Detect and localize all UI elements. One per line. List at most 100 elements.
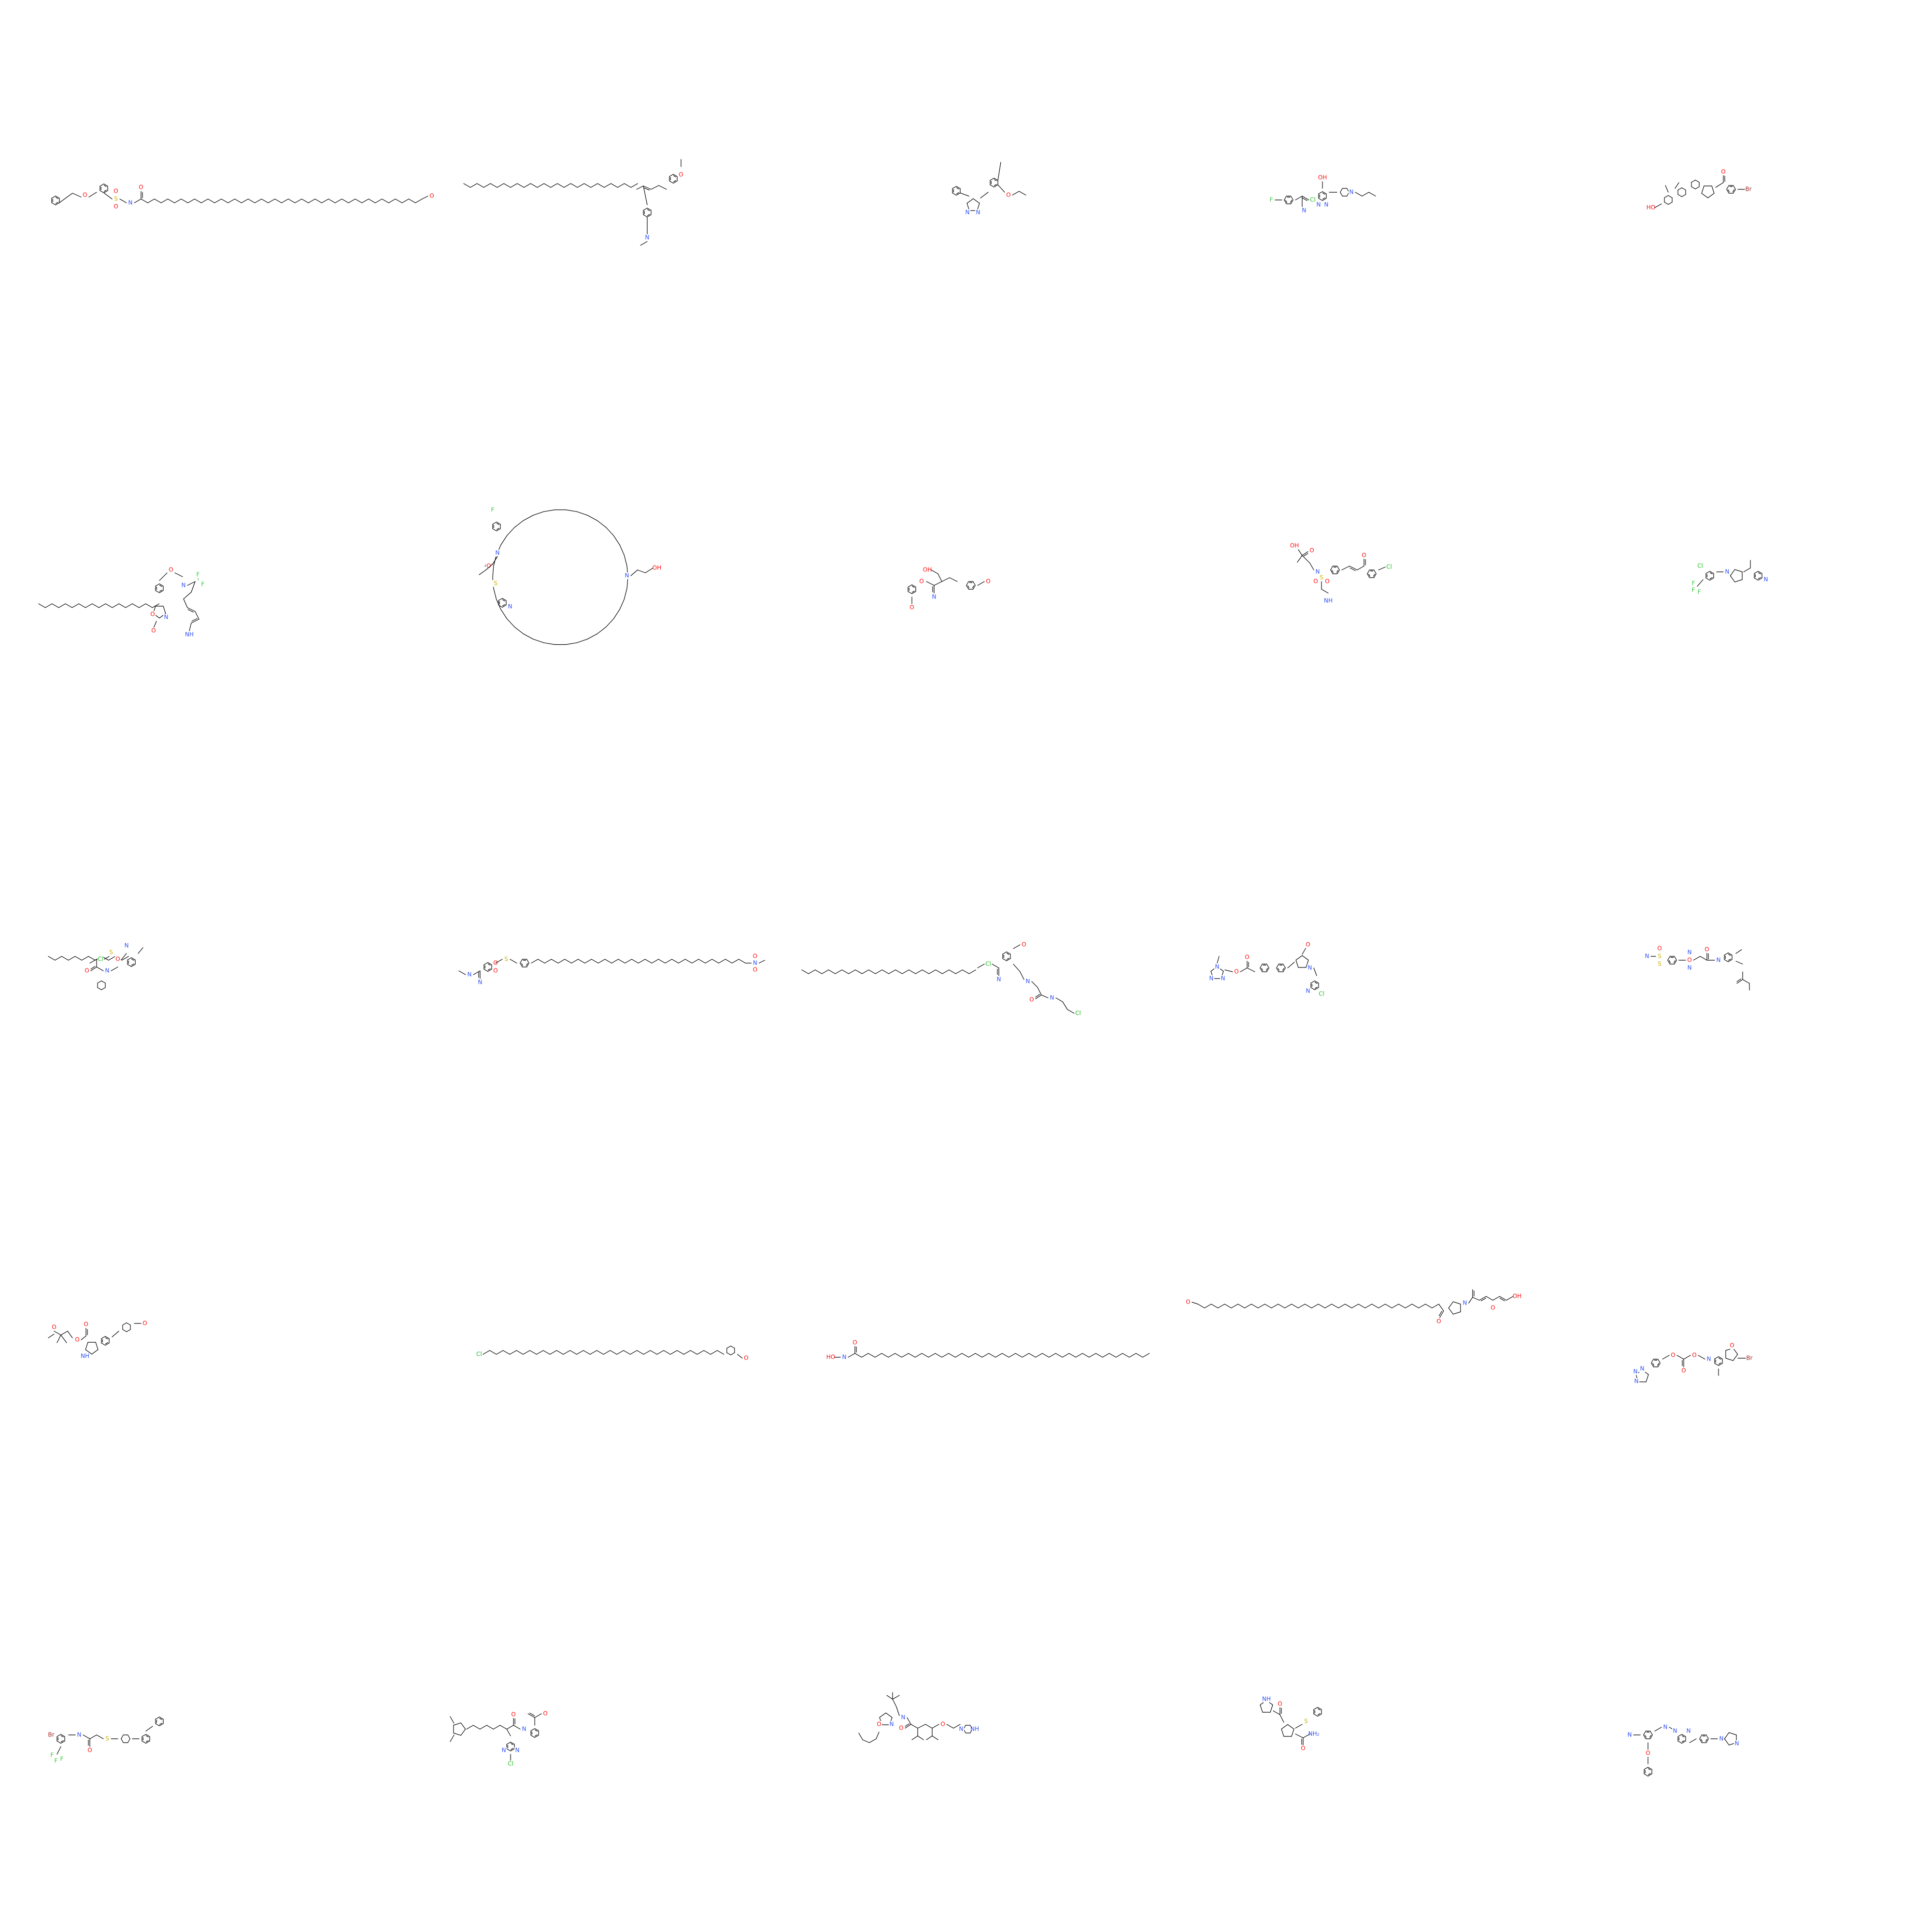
atom-label-bg — [490, 507, 496, 513]
bond — [1211, 1304, 1219, 1308]
bond — [1367, 569, 1370, 574]
bond — [1651, 1363, 1654, 1367]
bond — [624, 183, 631, 188]
molecule-cell: NH O S O NH₂ — [1159, 1546, 1546, 1932]
bond — [994, 185, 998, 187]
bond — [1677, 187, 1682, 190]
atom-label-bg — [644, 234, 650, 241]
bond — [470, 183, 478, 188]
bond — [1371, 1304, 1379, 1308]
atom-label-bg — [195, 571, 201, 578]
bond — [1728, 189, 1730, 192]
atom-label-bg — [1214, 964, 1220, 970]
bond — [1754, 578, 1759, 581]
bond — [647, 214, 650, 216]
bond — [81, 956, 89, 961]
bond — [1006, 952, 1011, 954]
atom-label-N: N — [77, 1732, 82, 1738]
atom-label-bg — [1634, 1378, 1639, 1385]
bond — [604, 959, 612, 964]
atom-label-Cl: Cl — [476, 1351, 482, 1358]
bond — [928, 1353, 936, 1358]
bond — [1677, 1741, 1682, 1744]
atom-label-O: O — [919, 578, 923, 585]
bond — [569, 1350, 577, 1355]
bond — [1314, 987, 1318, 989]
atom-label-bg — [1670, 1352, 1676, 1359]
atom-label-bg — [889, 1721, 895, 1728]
bond — [1282, 967, 1284, 971]
bond — [388, 199, 396, 203]
bond — [1303, 553, 1308, 556]
bond — [1448, 1301, 1454, 1308]
molecule-cell: F N O S N N OH — [386, 386, 773, 773]
bond — [1297, 555, 1303, 563]
molecule-cell: N N Cl O N O — [386, 1546, 773, 1932]
bond — [131, 964, 136, 967]
bond — [502, 1350, 511, 1355]
bond — [1355, 192, 1363, 197]
bond — [1664, 195, 1669, 198]
bond — [131, 957, 136, 960]
molecule-cell: Cl N O N O N Cl — [773, 773, 1159, 1159]
atom-label-bg — [51, 1324, 57, 1331]
bond — [1318, 198, 1323, 201]
atom-label-bg — [1514, 1293, 1520, 1300]
bond — [1266, 964, 1269, 968]
bond — [1695, 186, 1700, 189]
bond — [670, 1350, 678, 1355]
bond — [167, 199, 175, 203]
bond — [1095, 1353, 1103, 1358]
bond — [101, 1343, 106, 1346]
bond — [640, 241, 648, 246]
bond — [571, 959, 579, 964]
bond — [301, 199, 309, 203]
bond — [730, 1352, 735, 1355]
bond — [274, 199, 282, 203]
atom-label-bg — [1300, 1745, 1306, 1752]
bond — [911, 586, 915, 588]
atom-label-N: N — [890, 1721, 894, 1728]
bond — [1758, 572, 1761, 574]
bond — [526, 963, 529, 967]
bond — [942, 969, 950, 974]
bond — [1733, 1354, 1738, 1361]
atom-label-N: N — [1634, 1378, 1639, 1385]
bond — [1715, 182, 1724, 188]
bond — [543, 183, 551, 188]
bond — [1664, 202, 1669, 205]
bond — [1646, 1374, 1649, 1382]
bond — [408, 199, 416, 203]
bond — [905, 1724, 911, 1729]
bond — [495, 959, 503, 964]
bond — [83, 1734, 90, 1739]
bond — [145, 1726, 153, 1732]
bond — [1310, 987, 1315, 990]
atom-label-bg — [1316, 201, 1321, 208]
molecule-structure: O O O NH O — [48, 1320, 148, 1360]
bond — [112, 603, 119, 608]
bond — [155, 1717, 160, 1719]
bond — [101, 987, 106, 990]
bond — [915, 969, 923, 974]
atom-label-N: N — [1050, 994, 1054, 1001]
atom-label-bg — [1720, 169, 1726, 175]
bond — [643, 187, 650, 191]
bond — [1438, 1311, 1442, 1317]
bond — [1643, 1731, 1646, 1735]
bond — [490, 183, 497, 188]
bond — [1385, 1304, 1392, 1308]
bond — [658, 959, 666, 964]
bond — [45, 603, 53, 608]
atom-label-N: N — [1663, 1724, 1668, 1731]
bond — [96, 966, 104, 971]
bond — [611, 183, 618, 188]
atom-label-bg — [1319, 574, 1324, 581]
bond — [486, 1725, 494, 1730]
bond — [911, 1735, 918, 1740]
atom-label-bg — [752, 953, 758, 960]
bond — [254, 199, 262, 203]
bond — [576, 511, 588, 516]
